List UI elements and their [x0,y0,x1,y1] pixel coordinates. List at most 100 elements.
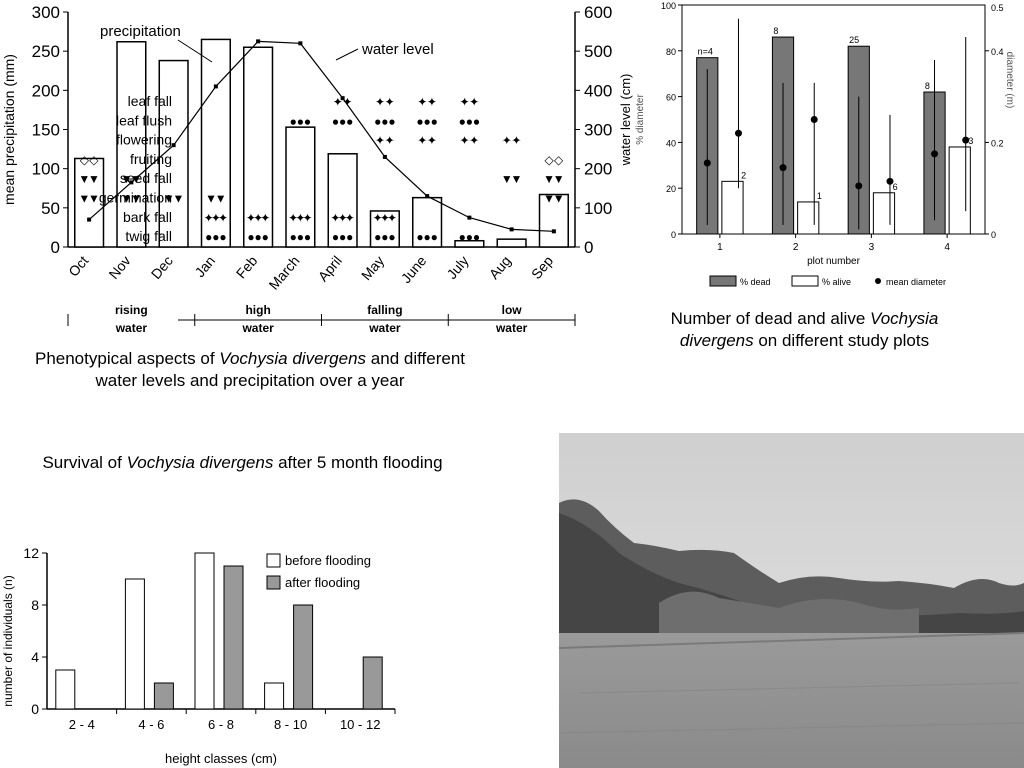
after-flooding-bar [153,682,174,710]
precipitation-bar [327,153,358,248]
legend-label: mean diameter [886,277,946,287]
y-tick-label: 100 [661,1,676,11]
legend-label: before flooding [285,553,371,568]
phenology-mark: ● [332,114,339,128]
before-flooding-bar [124,578,145,710]
caption-text: Number of dead and alive [670,309,871,328]
phenology-row-label: leaf fall [128,93,172,109]
diameter-point [779,164,787,172]
x-tick-label: June [398,252,430,286]
phenology-row-label: bark fall [123,209,172,225]
water-level-point [129,180,134,185]
legend-label: after flooding [285,575,360,590]
precipitation-bar [285,126,316,248]
caption-text: Phenotypical aspects of [34,349,220,368]
phenology-mark: ● [205,230,212,244]
y-tick-label: 0 [31,701,39,717]
y2-tick-label: 600 [584,3,612,22]
x-tick-label: 6 - 8 [208,717,234,732]
phenology-mark: ✦ [469,95,479,109]
phenology-mark: ● [466,230,473,244]
phenology-mark: ● [466,114,473,128]
y2-tick-label: 0.2 [991,138,1004,148]
y-axis-label-secondary: % diameter [635,94,646,145]
phenology-mark: ✦ [342,95,352,109]
y-tick-label: 250 [32,42,60,61]
y2-tick-label: 0 [991,230,996,240]
phenology-mark: ✦ [218,211,228,225]
water-level-point [256,39,261,44]
x-tick-label: March [265,253,302,293]
dead-n-label: 8 [773,26,778,36]
phenology-mark: ● [416,114,423,128]
phenology-mark: ● [459,230,466,244]
y-tick-label: 60 [666,93,676,103]
y-tick-label: 20 [666,184,676,194]
phenology-mark: ▼ [215,192,227,206]
phenology-mark: ✦ [460,134,470,148]
phenology-mark: ◇ [89,153,99,167]
x-tick-label: July [443,253,471,282]
x-tick-label: Aug [486,253,514,282]
x-tick-label: 1 [717,242,723,253]
after-flooding-bar [293,604,314,710]
phenology-mark: ▼ [88,192,100,206]
y2-tick-label: 0.4 [991,47,1004,57]
before-flooding-bar [194,552,215,710]
diameter-point [962,136,970,144]
y-tick-label: 8 [31,597,39,613]
phenology-mark: ● [381,114,388,128]
phenology-mark: ▼ [205,192,217,206]
phenology-mark: ● [381,230,388,244]
annotation-leader [335,48,359,61]
precipitation-bar [200,38,231,248]
phenology-mark: ✦ [417,134,427,148]
phenology-mark: ● [332,230,339,244]
alive-bar [948,146,971,235]
phenology-mark: ✦ [260,211,270,225]
phenology-mark: ▼ [88,172,100,186]
precipitation-bar [496,238,527,248]
caption-text: Survival of [42,453,127,472]
phenology-mark: ✦ [460,95,470,109]
phenology-mark: ◇ [554,153,564,167]
precipitation-bar [369,210,400,248]
y-tick-label: 100 [32,160,60,179]
phenology-mark: ● [374,230,381,244]
phenology-mark: ● [290,114,297,128]
phenology-mark: ✦ [385,134,395,148]
phenology-mark: ▼ [501,172,513,186]
phenology-mark: ● [346,114,353,128]
phenology-mark: ✦ [246,211,256,225]
phenology-row-label: seed fall [120,170,172,186]
alive-n-label: 6 [893,182,898,192]
precipitation-annotation: precipitation [100,23,181,40]
phenology-mark: ▼ [543,192,555,206]
flooded-field-photo [558,433,1024,768]
phenology-mark: ◇ [544,153,554,167]
y2-tick-label: 400 [584,81,612,100]
x-tick-label: 2 [793,242,799,253]
phenology-mark: ▼ [172,192,184,206]
phenology-mark: ● [212,230,219,244]
y2-tick-label: 500 [584,42,612,61]
phenology-mark: ▼ [121,192,133,206]
phenology-mark: ✦ [375,95,385,109]
x-tick-label: April [315,253,345,285]
annotation-leader [177,39,213,63]
phenology-mark: ✦ [469,134,479,148]
before-flooding-bar [55,669,76,710]
y-tick-label: 300 [32,3,60,22]
y-tick-label: 40 [666,138,676,148]
phenology-mark: ▼ [78,192,90,206]
phenology-mark: ● [247,230,254,244]
phenology-mark: ● [304,230,311,244]
phenology-mark: ● [374,114,381,128]
phenology-mark: ● [473,230,480,244]
phenology-mark: ▼ [553,172,565,186]
alive-n-label: 2 [741,170,746,180]
alive-n-label: 3 [968,136,973,146]
legend-swatch-after [266,575,281,590]
precipitation-bar [454,239,485,248]
caption-dead-alive: Number of dead and alive Vochysia diverg… [662,308,947,352]
